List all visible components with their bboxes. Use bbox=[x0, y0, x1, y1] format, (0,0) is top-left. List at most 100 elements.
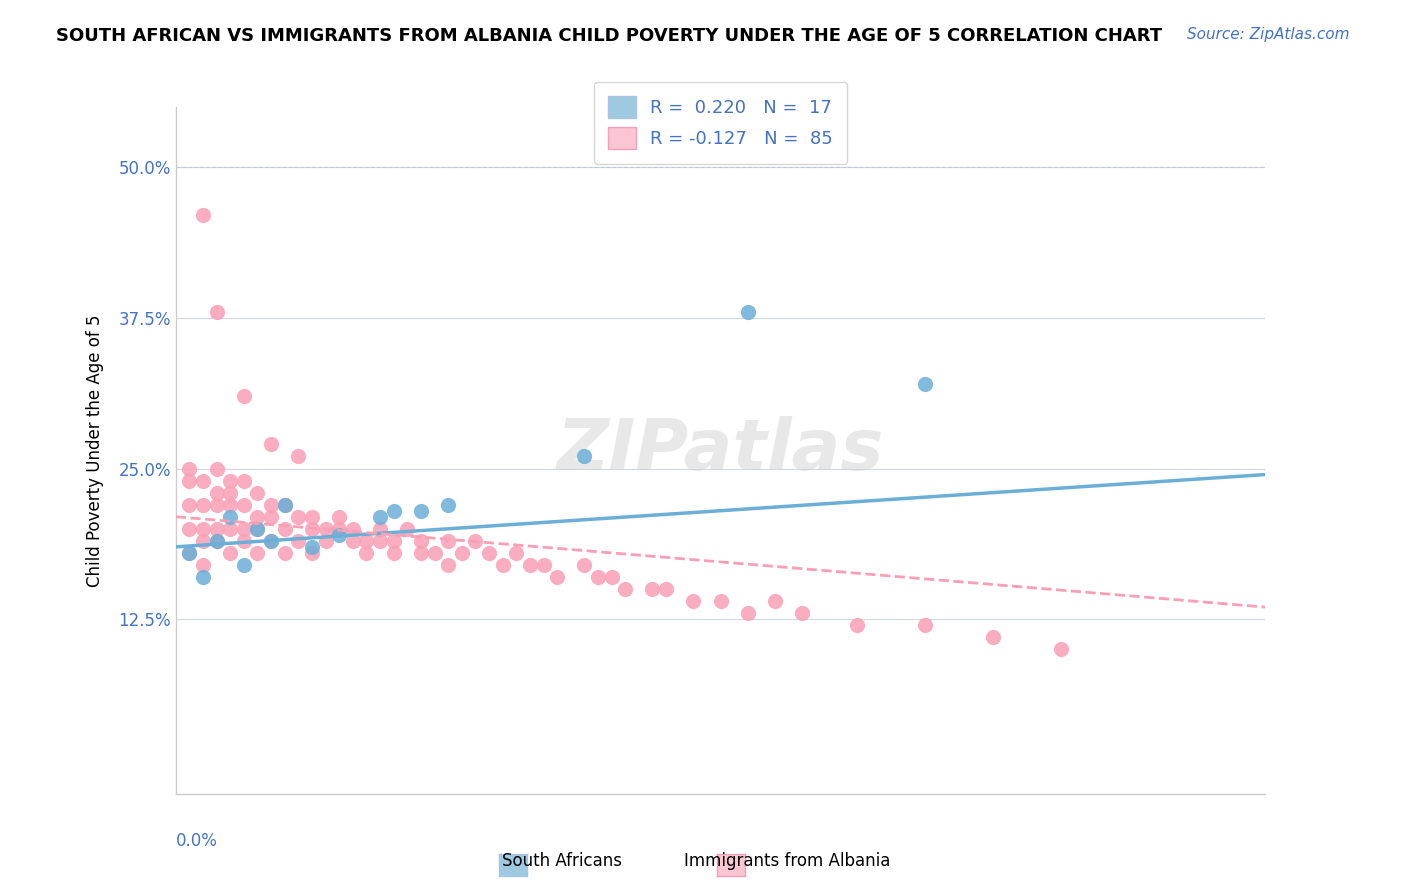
Point bbox=[737, 606, 759, 620]
Point bbox=[914, 377, 936, 392]
Point bbox=[845, 618, 868, 632]
Point bbox=[450, 546, 472, 560]
Point bbox=[219, 498, 242, 512]
Point bbox=[179, 498, 201, 512]
Point bbox=[437, 533, 460, 548]
Point bbox=[600, 570, 623, 584]
Point bbox=[710, 594, 733, 608]
Point bbox=[191, 558, 214, 572]
Point bbox=[409, 504, 432, 518]
Point bbox=[219, 474, 242, 488]
Point bbox=[328, 522, 350, 536]
Point bbox=[179, 461, 201, 475]
Point bbox=[219, 509, 242, 524]
Point bbox=[205, 522, 228, 536]
Point bbox=[315, 533, 337, 548]
Point bbox=[274, 522, 297, 536]
Point bbox=[356, 533, 378, 548]
Point bbox=[382, 546, 405, 560]
Point bbox=[792, 606, 814, 620]
Point bbox=[382, 533, 405, 548]
Point bbox=[287, 533, 309, 548]
Point bbox=[179, 522, 201, 536]
Point bbox=[246, 509, 269, 524]
Point bbox=[328, 528, 350, 542]
Point bbox=[274, 498, 297, 512]
Text: ZIPatlas: ZIPatlas bbox=[557, 416, 884, 485]
Point bbox=[191, 522, 214, 536]
Point bbox=[342, 533, 364, 548]
Point bbox=[205, 305, 228, 319]
Point bbox=[260, 509, 283, 524]
Point bbox=[301, 540, 323, 554]
Point bbox=[505, 546, 527, 560]
Point bbox=[546, 570, 568, 584]
Point bbox=[191, 474, 214, 488]
Point bbox=[574, 558, 596, 572]
Point bbox=[519, 558, 541, 572]
Point bbox=[315, 522, 337, 536]
Point bbox=[179, 546, 201, 560]
Point bbox=[478, 546, 501, 560]
Point bbox=[205, 533, 228, 548]
Point bbox=[260, 437, 283, 451]
Point bbox=[423, 546, 446, 560]
Point bbox=[368, 509, 391, 524]
Point bbox=[763, 594, 786, 608]
Point bbox=[205, 485, 228, 500]
Point bbox=[274, 498, 297, 512]
Point bbox=[368, 522, 391, 536]
Point bbox=[533, 558, 555, 572]
Point bbox=[232, 533, 254, 548]
Point bbox=[492, 558, 515, 572]
Point bbox=[219, 485, 242, 500]
Point bbox=[301, 522, 323, 536]
Point bbox=[260, 498, 283, 512]
Point bbox=[301, 509, 323, 524]
Point bbox=[301, 546, 323, 560]
Point bbox=[464, 533, 486, 548]
Point bbox=[1050, 642, 1073, 657]
Point bbox=[342, 522, 364, 536]
Point bbox=[260, 533, 283, 548]
Point bbox=[914, 618, 936, 632]
Point bbox=[574, 450, 596, 464]
Point bbox=[191, 209, 214, 223]
Point bbox=[655, 582, 678, 596]
Point bbox=[328, 509, 350, 524]
Point bbox=[437, 558, 460, 572]
Point bbox=[409, 533, 432, 548]
Point bbox=[219, 546, 242, 560]
Point bbox=[205, 461, 228, 475]
Point bbox=[246, 485, 269, 500]
Point bbox=[274, 546, 297, 560]
Point bbox=[191, 498, 214, 512]
Text: Immigrants from Albania: Immigrants from Albania bbox=[685, 852, 890, 870]
Text: SOUTH AFRICAN VS IMMIGRANTS FROM ALBANIA CHILD POVERTY UNDER THE AGE OF 5 CORREL: SOUTH AFRICAN VS IMMIGRANTS FROM ALBANIA… bbox=[56, 27, 1163, 45]
Point bbox=[260, 533, 283, 548]
Point bbox=[191, 533, 214, 548]
Point bbox=[614, 582, 637, 596]
Point bbox=[205, 533, 228, 548]
Point bbox=[737, 305, 759, 319]
Point bbox=[179, 546, 201, 560]
Point bbox=[682, 594, 704, 608]
Point bbox=[246, 546, 269, 560]
Legend: R =  0.220   N =  17, R = -0.127   N =  85: R = 0.220 N = 17, R = -0.127 N = 85 bbox=[593, 82, 848, 164]
Point bbox=[641, 582, 664, 596]
Point bbox=[232, 389, 254, 403]
Point bbox=[205, 498, 228, 512]
Point bbox=[382, 504, 405, 518]
Point bbox=[232, 498, 254, 512]
Point bbox=[232, 474, 254, 488]
Point bbox=[232, 558, 254, 572]
Point bbox=[356, 546, 378, 560]
Y-axis label: Child Poverty Under the Age of 5: Child Poverty Under the Age of 5 bbox=[86, 314, 104, 587]
Point bbox=[219, 522, 242, 536]
Point bbox=[981, 630, 1004, 644]
Point bbox=[396, 522, 419, 536]
Point bbox=[287, 509, 309, 524]
Point bbox=[586, 570, 609, 584]
Text: South Africans: South Africans bbox=[502, 852, 623, 870]
Point bbox=[437, 498, 460, 512]
